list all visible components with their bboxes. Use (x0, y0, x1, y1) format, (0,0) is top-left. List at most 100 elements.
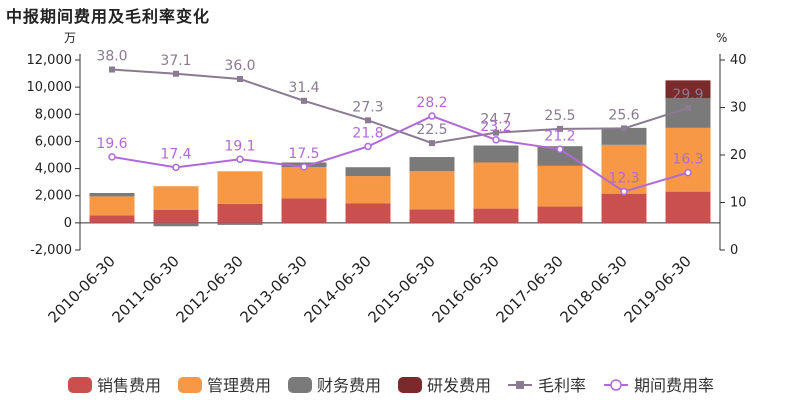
bar-segment-2 (473, 162, 519, 209)
legend-label: 财务费用 (317, 376, 381, 395)
data-label-1: 27.3 (352, 99, 383, 115)
category-label: 2018-06-30 (556, 252, 630, 326)
bar-segment-2 (217, 171, 263, 204)
right-axis-unit: % (716, 31, 727, 45)
data-label-2: 17.5 (288, 146, 319, 162)
bar-segment-2 (601, 144, 647, 194)
legend-swatch (398, 377, 422, 393)
legend-swatch (288, 377, 312, 393)
bar-segment-2 (153, 186, 199, 210)
data-label-2: 16.3 (672, 152, 703, 168)
bar-segment-1 (537, 206, 583, 223)
category-label: 2015-06-30 (364, 252, 438, 326)
chart-title: 中报期间费用及毛利率变化 (6, 7, 211, 26)
line-point-2 (428, 112, 436, 120)
data-label-1: 38.0 (96, 49, 127, 65)
line-point-1 (429, 140, 435, 147)
bar-segment-1 (665, 191, 711, 223)
data-label-1: 25.6 (608, 107, 639, 123)
bar-segment-1 (345, 203, 391, 223)
bar-segment-3 (409, 157, 455, 172)
category-label: 2016-06-30 (428, 252, 502, 326)
category-label: 2014-06-30 (300, 252, 374, 326)
left-tick-label: 6,000 (35, 134, 72, 149)
data-label-1: 29.9 (672, 87, 703, 103)
data-label-2: 12.3 (608, 171, 639, 187)
data-label-1: 37.1 (160, 53, 191, 69)
data-label-1: 36.0 (224, 58, 255, 74)
line-point-1 (557, 125, 563, 132)
data-label-2: 23.2 (480, 119, 511, 135)
data-label-2: 28.2 (416, 95, 447, 111)
line-point-2 (236, 155, 244, 164)
right-tick-label: 10 (730, 196, 747, 211)
bar-segment-2 (89, 196, 135, 216)
legend-swatch (68, 377, 92, 393)
line-point-2 (684, 168, 692, 177)
legend-swatch (178, 377, 202, 393)
left-tick-label: 8,000 (35, 107, 72, 122)
line-point-1 (493, 129, 499, 136)
legend-marker (610, 379, 622, 391)
bar-segment-1 (153, 209, 199, 223)
bar-segment-3 (153, 222, 199, 227)
line-point-1 (109, 66, 115, 73)
left-tick-label: 0 (64, 216, 72, 231)
category-label: 2013-06-30 (236, 252, 310, 326)
line-point-1 (621, 125, 627, 132)
line-point-2 (492, 136, 500, 144)
line-point-1 (301, 97, 307, 104)
right-tick-label: 20 (730, 148, 747, 163)
legend-label: 毛利率 (538, 376, 586, 395)
data-label-2: 21.2 (544, 128, 575, 144)
category-label: 2017-06-30 (492, 252, 566, 326)
data-label-1: 24.7 (480, 112, 511, 128)
line-point-2 (364, 142, 372, 151)
bar-segment-1 (409, 209, 455, 223)
line-point-2 (172, 163, 180, 172)
left-tick-label: -2,000 (30, 243, 72, 258)
bar-segment-3 (537, 146, 583, 166)
data-label-2: 19.1 (224, 138, 255, 154)
line-point-1 (237, 76, 243, 82)
legend-label: 管理费用 (207, 376, 271, 395)
right-tick-label: 0 (730, 243, 738, 258)
line-point-1 (685, 104, 691, 111)
bar-segment-2 (537, 165, 583, 207)
bar-segment-3 (345, 167, 391, 177)
legend-marker (516, 381, 524, 389)
left-axis-unit: 万 (64, 31, 76, 45)
line-point-2 (300, 163, 308, 171)
line-point-1 (365, 117, 371, 124)
bar-segment-1 (89, 215, 135, 223)
bar-segment-3 (89, 193, 135, 197)
left-tick-label: 10,000 (27, 80, 73, 95)
line-point-2 (620, 187, 628, 196)
bar-segment-3 (217, 222, 263, 225)
bar-segment-1 (281, 198, 327, 223)
left-tick-label: 2,000 (35, 189, 72, 204)
right-tick-label: 40 (730, 53, 747, 68)
data-label-1: 22.5 (416, 122, 447, 138)
legend-label: 期间费用率 (634, 376, 714, 395)
right-tick-label: 30 (730, 101, 747, 116)
category-label: 2012-06-30 (172, 252, 246, 326)
legend-label: 销售费用 (97, 376, 161, 395)
bar-segment-1 (473, 208, 519, 223)
bar-segment-2 (665, 127, 711, 192)
data-label-1: 31.4 (288, 80, 319, 96)
category-label: 2010-06-30 (44, 252, 118, 326)
bar-segment-2 (409, 171, 455, 210)
data-label-2: 17.4 (160, 146, 191, 162)
bar-segment-3 (601, 127, 647, 145)
legend-label: 研发费用 (427, 376, 491, 395)
line-series-2 (111, 114, 689, 193)
category-label: 2011-06-30 (108, 252, 182, 326)
left-tick-label: 4,000 (35, 162, 72, 177)
line-point-1 (173, 70, 179, 77)
line-point-2 (108, 153, 116, 161)
bar-segment-2 (281, 167, 327, 199)
bar-segment-4 (665, 80, 711, 98)
line-point-2 (556, 145, 564, 154)
